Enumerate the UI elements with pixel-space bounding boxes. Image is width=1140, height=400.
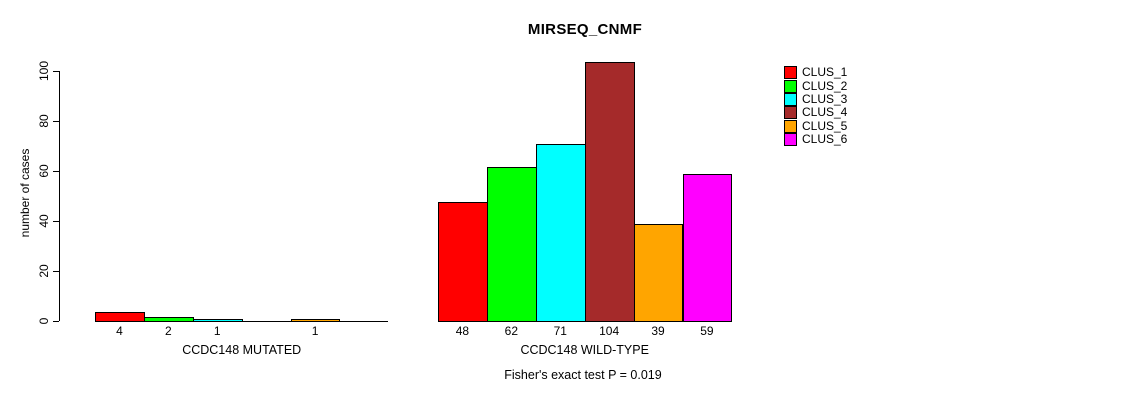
bar-clus_4 bbox=[584, 62, 635, 322]
legend-row: CLUS_5 bbox=[784, 118, 848, 133]
bar-clus_1 bbox=[438, 202, 488, 322]
legend-label: CLUS_5 bbox=[802, 118, 848, 133]
bar-clus_2 bbox=[143, 317, 194, 322]
group-label: CCDC148 WILD-TYPE bbox=[520, 343, 649, 357]
legend-swatch-clus_3 bbox=[784, 92, 797, 106]
bar-clus_2 bbox=[486, 167, 537, 322]
legend-row: CLUS_1 bbox=[784, 65, 848, 80]
y-axis-line bbox=[59, 71, 60, 321]
legend: CLUS_1 CLUS_2 CLUS_3 CLUS_4 CLUS_5 CLUS_6 bbox=[784, 65, 848, 147]
legend-label: CLUS_2 bbox=[802, 78, 848, 93]
bar-clus_3 bbox=[535, 144, 586, 322]
bar-value-label: 1 bbox=[311, 324, 319, 338]
bar-clus_5 bbox=[290, 319, 341, 322]
y-tick bbox=[53, 121, 59, 122]
group-label: CCDC148 MUTATED bbox=[182, 343, 302, 357]
legend-swatch-clus_1 bbox=[784, 66, 797, 80]
bar-clus_1 bbox=[95, 312, 145, 322]
legend-swatch-clus_4 bbox=[784, 106, 797, 120]
y-tick bbox=[53, 71, 59, 72]
y-tick-label: 100 bbox=[37, 60, 51, 82]
bar-value-label: 104 bbox=[599, 324, 620, 338]
bar-value-label: 4 bbox=[116, 324, 123, 338]
legend-label: CLUS_6 bbox=[802, 132, 848, 147]
bar-clus_3 bbox=[192, 319, 243, 322]
legend-label: CLUS_4 bbox=[802, 105, 848, 120]
bar-value-label: 71 bbox=[553, 324, 567, 338]
y-tick bbox=[53, 171, 59, 172]
y-tick bbox=[53, 271, 59, 272]
legend-row: CLUS_2 bbox=[784, 78, 848, 93]
legend-row: CLUS_3 bbox=[784, 91, 848, 106]
y-tick bbox=[53, 321, 59, 322]
legend-row: CLUS_4 bbox=[784, 105, 848, 120]
bar-value-label: 62 bbox=[504, 324, 519, 338]
bar-value-label: 59 bbox=[700, 324, 714, 338]
legend-swatch-clus_6 bbox=[784, 133, 797, 147]
legend-swatch-clus_5 bbox=[784, 119, 797, 133]
y-tick-label: 40 bbox=[37, 214, 51, 228]
chart-title: MIRSEQ_CNMF bbox=[527, 21, 643, 38]
legend-label: CLUS_1 bbox=[802, 65, 848, 80]
legend-label: CLUS_3 bbox=[802, 91, 848, 106]
bar-value-label: 48 bbox=[455, 324, 470, 338]
bar-clus_6 bbox=[682, 174, 733, 322]
bar-value-label: 39 bbox=[651, 324, 665, 338]
y-tick-label: 20 bbox=[37, 264, 51, 278]
y-tick bbox=[53, 221, 59, 222]
fisher-test-note: Fisher's exact test P = 0.019 bbox=[504, 368, 662, 382]
bar-value-label: 1 bbox=[213, 324, 221, 338]
legend-swatch-clus_2 bbox=[784, 79, 797, 93]
y-tick-label: 80 bbox=[37, 114, 51, 128]
y-tick-label: 0 bbox=[37, 317, 51, 325]
bar-value-label: 2 bbox=[165, 324, 172, 338]
legend-row: CLUS_6 bbox=[784, 132, 848, 147]
bar-clus_5 bbox=[633, 224, 684, 322]
y-tick-label: 60 bbox=[37, 164, 51, 178]
y-axis-label: number of cases bbox=[18, 148, 32, 238]
